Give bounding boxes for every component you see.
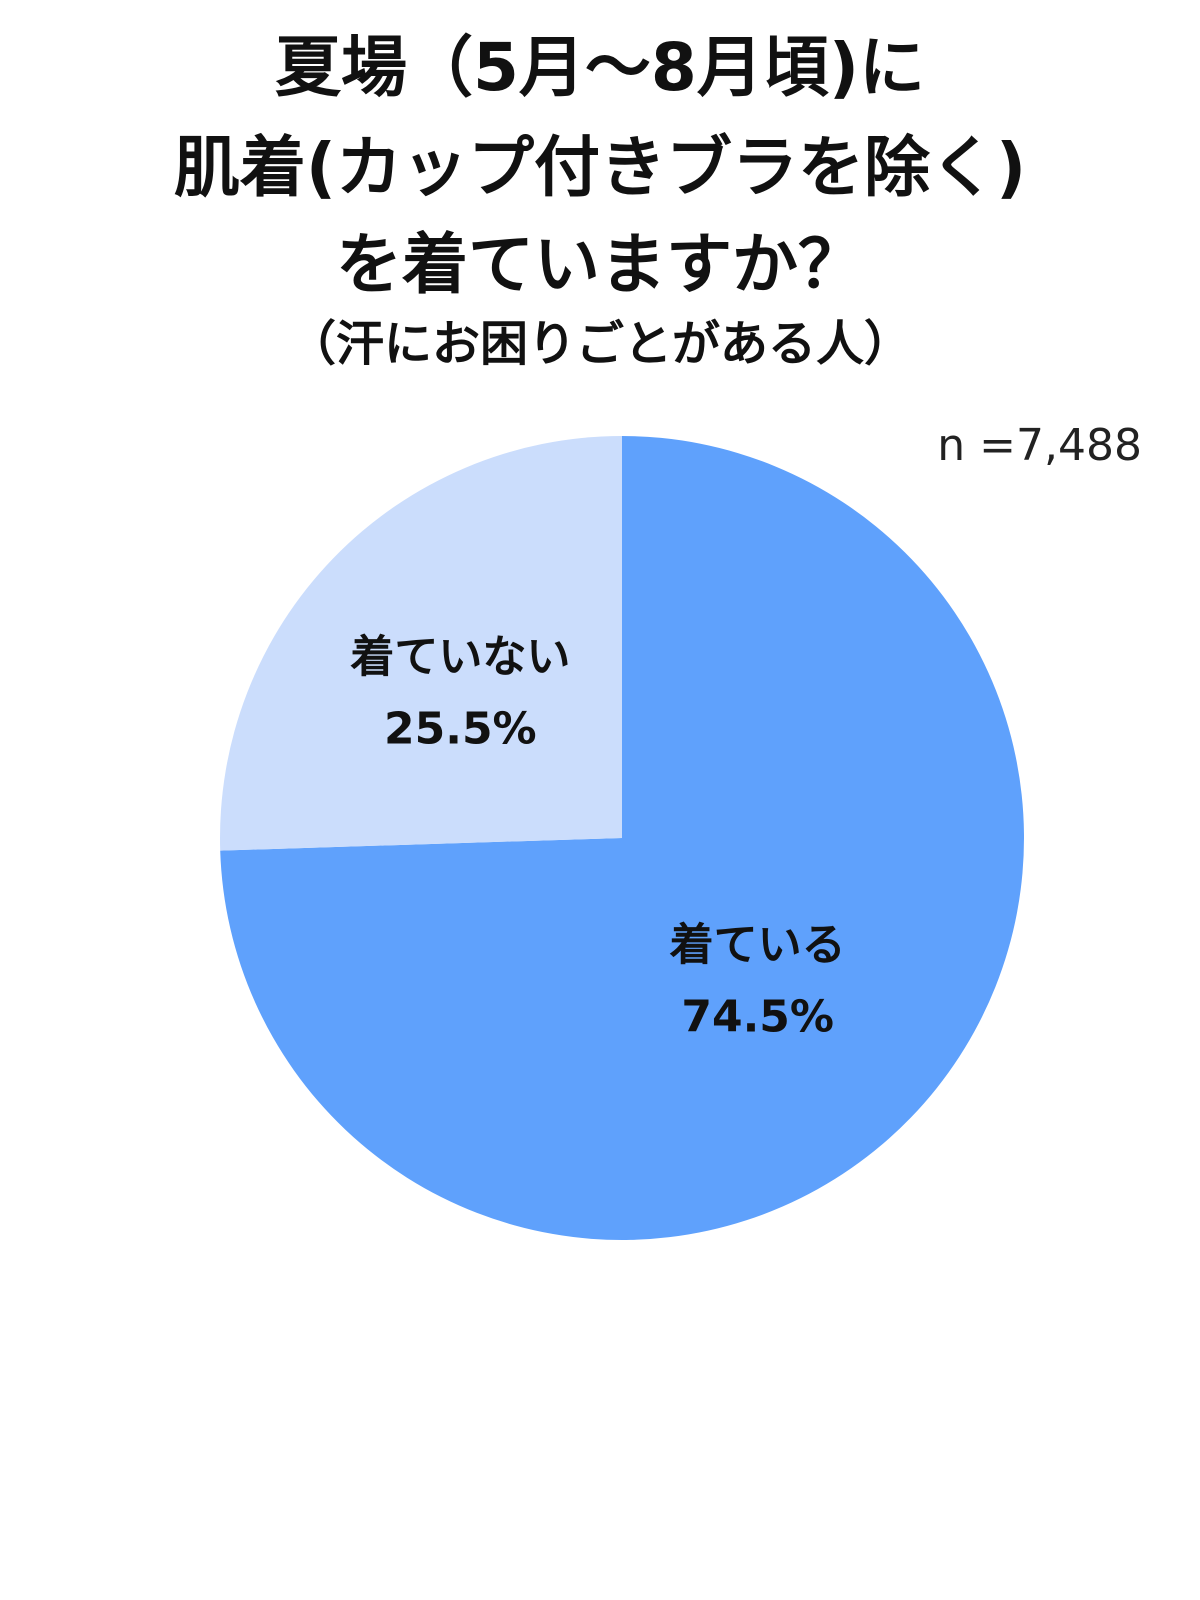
- slice-label-2: 着ていない: [350, 631, 570, 682]
- chart-title-line-2: 肌着(カップ付きブラを除く): [173, 129, 1027, 206]
- slice-value-label-2: 25.5%: [384, 703, 537, 754]
- chart-subtitle: （汗にお困りごとがある人）: [287, 316, 912, 372]
- pie-slices: [220, 436, 1024, 1240]
- pie-labels: 着ている 74.5% 着ていない 25.5%: [350, 631, 845, 1042]
- slice-label-1: 着ている: [670, 919, 846, 970]
- chart-title-line-3: を着ていますか？: [336, 226, 864, 303]
- sample-size-label: n =7,488: [937, 420, 1142, 471]
- pie-slice-1: [220, 436, 1024, 1240]
- slice-value-label-1: 74.5%: [681, 991, 834, 1042]
- pie-slice-2: [220, 436, 622, 851]
- chart-title-line-1: 夏場（5月〜8月頃)に: [274, 29, 925, 106]
